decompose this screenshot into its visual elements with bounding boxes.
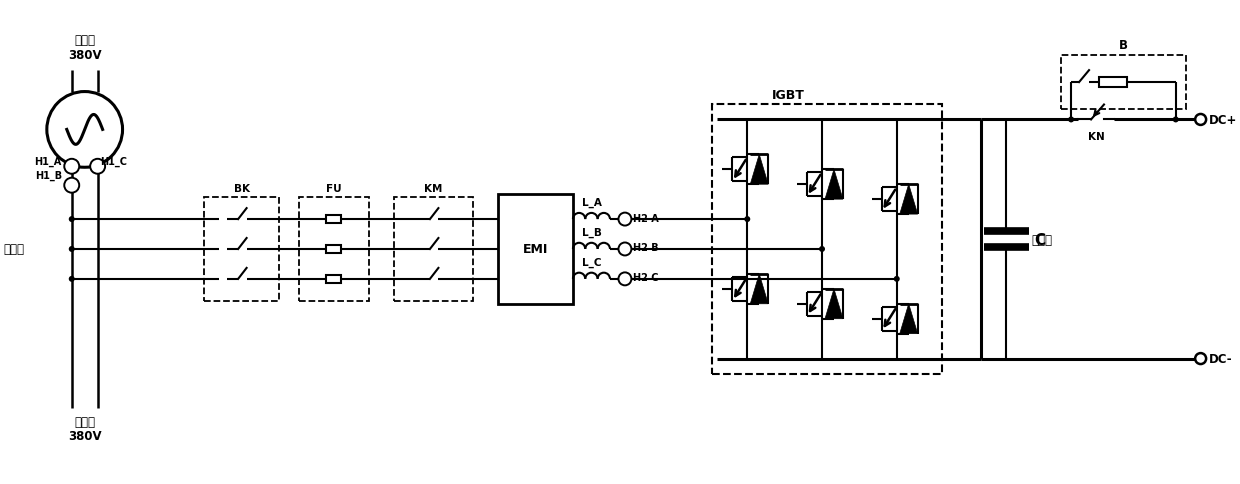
Polygon shape (750, 155, 769, 185)
Bar (326, 275, 341, 284)
Circle shape (619, 273, 631, 286)
Bar (1061, 56, 1185, 110)
Text: KM: KM (424, 184, 443, 194)
Text: 直流侧: 直流侧 (1032, 233, 1053, 246)
Text: L_A: L_A (582, 197, 601, 208)
Polygon shape (825, 289, 843, 319)
Text: 负荷侧: 负荷侧 (74, 415, 95, 428)
Text: H1_B: H1_B (35, 171, 62, 181)
Bar (393, 198, 474, 301)
Text: 交流侧: 交流侧 (2, 243, 24, 256)
Circle shape (1068, 117, 1074, 123)
Circle shape (68, 276, 74, 282)
Text: L_B: L_B (582, 227, 601, 238)
Text: H1_C: H1_C (99, 157, 126, 167)
Circle shape (820, 246, 825, 253)
Text: FU: FU (326, 184, 341, 194)
Circle shape (1195, 115, 1207, 126)
Circle shape (68, 217, 74, 223)
Circle shape (1173, 117, 1179, 123)
Circle shape (68, 246, 74, 253)
Bar (326, 245, 341, 254)
Text: H2 C: H2 C (634, 273, 658, 283)
Text: B: B (1118, 39, 1128, 52)
Bar (326, 215, 341, 224)
Circle shape (64, 159, 79, 174)
Circle shape (91, 159, 105, 174)
Text: 电网侧: 电网侧 (74, 34, 95, 47)
Circle shape (64, 179, 79, 193)
Bar (299, 198, 368, 301)
Text: BK: BK (233, 184, 249, 194)
Circle shape (1195, 353, 1207, 364)
Bar (713, 106, 941, 374)
Text: DC-: DC- (1209, 352, 1233, 365)
Polygon shape (825, 170, 843, 200)
Text: H2 B: H2 B (634, 243, 658, 253)
Text: C: C (1034, 232, 1045, 247)
Bar (1099, 78, 1127, 88)
Text: L_C: L_C (582, 257, 601, 267)
Bar (498, 195, 573, 304)
Circle shape (894, 276, 900, 282)
Text: H2 A: H2 A (634, 213, 660, 223)
Circle shape (47, 92, 123, 168)
Text: 380V: 380V (68, 429, 102, 442)
Circle shape (619, 213, 631, 226)
Text: IGBT: IGBT (773, 89, 805, 102)
Text: DC+: DC+ (1209, 114, 1238, 127)
Text: EMI: EMI (523, 243, 548, 256)
Polygon shape (900, 185, 918, 215)
Text: KN: KN (1087, 132, 1105, 142)
Text: H1_A: H1_A (35, 157, 62, 167)
Polygon shape (900, 304, 918, 334)
Text: 380V: 380V (68, 49, 102, 62)
Circle shape (619, 243, 631, 256)
Bar (205, 198, 279, 301)
Circle shape (744, 217, 750, 223)
Polygon shape (750, 274, 769, 304)
